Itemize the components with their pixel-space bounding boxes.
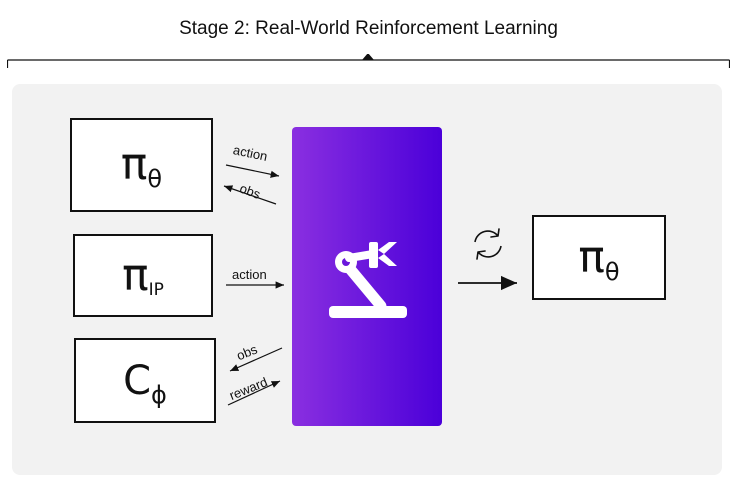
policy-symbol: π — [120, 139, 148, 190]
obs-label-1: obs — [238, 181, 263, 202]
critic-box: C ϕ — [74, 338, 216, 423]
obs-label-2: obs — [234, 341, 260, 363]
robot-arm-icon — [329, 242, 407, 318]
obs-arrow-1 — [223, 185, 277, 205]
reward-label: reward — [227, 374, 269, 403]
critic-subscript: ϕ — [151, 380, 167, 409]
action-label-2: action — [232, 267, 267, 282]
action-label-1: action — [232, 142, 269, 164]
refresh-icon — [474, 228, 502, 260]
policy-subscript: θ — [147, 165, 163, 193]
critic-symbol: C — [123, 357, 152, 404]
stage-bracket — [7, 54, 730, 68]
policy-subscript: θ — [604, 257, 620, 286]
policy-symbol: π — [122, 249, 149, 301]
policy-ip-box: π IP — [73, 234, 213, 317]
updated-policy-box: π θ — [532, 215, 666, 300]
policy-subscript: IP — [148, 279, 164, 300]
obs-arrow-2 — [229, 347, 283, 372]
stage-title: Stage 2: Real-World Reinforcement Learni… — [179, 18, 558, 39]
robot-environment — [292, 127, 442, 426]
reward-arrow — [227, 380, 281, 406]
policy-symbol: π — [578, 231, 605, 283]
action-arrow-1 — [225, 164, 280, 178]
policy-theta-box: π θ — [70, 118, 213, 212]
